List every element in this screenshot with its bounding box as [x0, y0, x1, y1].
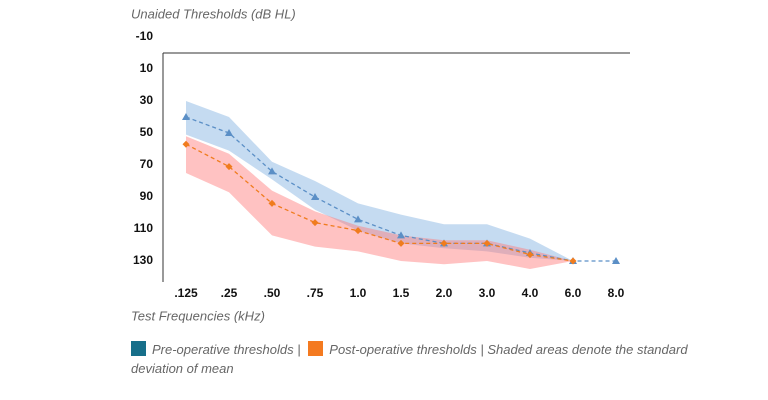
data-point — [268, 167, 276, 175]
legend-swatch — [131, 341, 146, 356]
y-tick-label: 110 — [134, 221, 154, 235]
legend-label: Pre-operative thresholds — [152, 342, 294, 357]
data-point — [397, 239, 405, 247]
y-axis-title: Unaided Thresholds (dB HL) — [131, 6, 296, 21]
series-line — [185, 143, 574, 262]
data-point — [569, 257, 577, 265]
x-tick-label: 1.0 — [350, 286, 367, 300]
data-point — [354, 227, 362, 235]
data-point — [526, 251, 534, 259]
x-tick-label: .25 — [221, 286, 238, 300]
note: Shaded areas denote the standard deviati… — [131, 342, 688, 376]
separator: | — [480, 342, 484, 357]
data-point — [182, 113, 190, 120]
x-tick-label: 4.0 — [522, 286, 539, 300]
data-point — [612, 257, 620, 264]
x-axis-title: Test Frequencies (kHz) — [131, 308, 265, 323]
legend-swatch — [308, 341, 324, 356]
data-point — [311, 193, 319, 200]
x-tick-label: 2.0 — [436, 286, 453, 300]
sd-band — [186, 136, 573, 269]
y-tick-label: 30 — [140, 93, 154, 107]
x-tick-label: .75 — [307, 286, 324, 300]
x-tick-label: .125 — [174, 286, 198, 300]
x-tick-label: .50 — [264, 286, 281, 300]
x-tick-label: 6.0 — [565, 286, 582, 300]
chart: Unaided Thresholds (dB HL) Test Frequenc… — [131, 6, 630, 323]
data-point — [440, 239, 448, 247]
y-tick-label: 10 — [140, 61, 154, 75]
x-tick-label: 8.0 — [608, 286, 625, 300]
sd-band — [186, 101, 573, 261]
data-point — [182, 140, 190, 148]
y-tick-label: 70 — [140, 157, 154, 171]
x-tick-label: 1.5 — [393, 286, 410, 300]
y-tick-label: 90 — [140, 189, 154, 203]
data-point — [483, 239, 491, 247]
y-tick-label: -10 — [136, 29, 154, 43]
legend-label: Post-operative thresholds — [329, 342, 477, 357]
data-point — [311, 219, 319, 227]
data-point — [397, 231, 405, 239]
separator: | — [297, 342, 301, 357]
data-point — [268, 199, 276, 207]
y-tick-label: 50 — [140, 125, 154, 139]
data-point — [225, 163, 233, 171]
data-point — [354, 215, 362, 223]
data-point — [225, 129, 233, 136]
x-tick-label: 3.0 — [479, 286, 496, 300]
legend: Pre-operative thresholds | Post-operativ… — [131, 340, 701, 378]
y-tick-label: 130 — [133, 253, 153, 267]
